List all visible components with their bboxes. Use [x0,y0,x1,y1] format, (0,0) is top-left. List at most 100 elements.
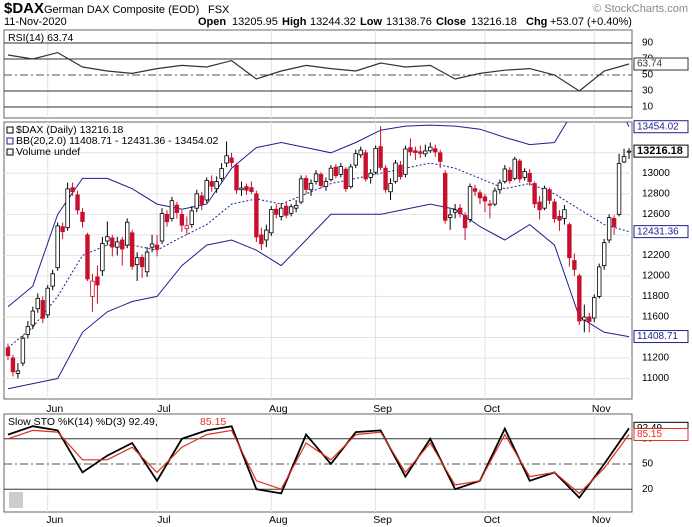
candle-body [403,148,408,175]
y-tick-label: 20 [642,484,654,495]
candle-body [472,188,478,192]
rsi-frame [3,29,633,119]
candle-body [338,166,344,175]
candle-body [567,224,572,259]
candle-body [55,225,60,269]
legend-value: 85.15 [200,416,226,428]
legend-icon [6,148,14,156]
candle-body [313,173,319,182]
candle-body [154,244,160,250]
candle-body [264,229,269,241]
candle-body [542,187,547,209]
candle-body [169,200,175,219]
value-tag: 12431.36 [637,226,679,237]
indicator-line [7,203,630,390]
legend: BB(20,2.0) 11408.71 - 12431.36 - 13454.0… [16,135,219,147]
candle-body [105,236,110,242]
candle-body [348,166,353,188]
candle-body [467,186,473,220]
candle-body [582,316,587,321]
indicator-line [7,51,630,92]
candle-body [522,171,527,178]
candle-body [25,326,31,335]
y-tick-label: 90 [642,38,654,49]
price-frame [3,121,633,400]
candle-body [288,206,294,214]
candle-body [254,193,259,238]
candle-body [293,205,299,209]
x-tick-label: Nov [592,514,611,526]
candle-body [30,310,36,326]
x-tick-label: Jun [46,403,63,415]
stoch-frame [3,413,633,513]
x-tick-label: Sep [373,403,392,415]
candle-body [433,148,438,153]
y-tick-label: 10 [642,102,654,113]
candle-body [477,192,483,199]
candle-body [75,194,80,211]
candle-body [15,370,21,374]
candle-body [239,187,244,191]
header-line: $DAX [4,0,44,17]
candle-body [134,257,140,266]
candle-body [318,173,324,186]
panel-icon[interactable] [9,492,23,508]
candle-body [120,239,125,250]
value-tag: 85.15 [637,429,662,440]
candle-body [457,207,463,215]
candle-body [115,241,120,248]
legend: Slow STO %K(14) %D(3) 92.49, [8,416,158,428]
candle-body [368,172,373,178]
candle-body [279,207,284,217]
candle-body [398,164,403,177]
candle-body [269,209,274,234]
y-tick-label: 13000 [642,168,670,179]
value-tag: 13216.18 [637,145,683,157]
indicator-line [7,425,630,499]
candle-body [95,276,100,286]
candle-body [149,243,155,248]
candle-body [274,208,279,215]
candle-body [532,183,537,205]
candle-body [45,287,50,316]
candle-body [547,189,552,201]
candle-body [179,213,185,226]
legend: $DAX (Daily) 13216.18 [16,124,124,136]
candle-body [219,168,224,179]
candle-body [621,156,627,163]
header-close-label: Close [436,16,466,28]
candle-body [323,181,329,188]
candle-body [507,169,512,182]
y-tick-label: 11800 [642,291,670,302]
candle-body [428,146,433,152]
candle-body [204,180,209,201]
candle-body [487,203,493,206]
candle-body [229,157,234,164]
legend: RSI(14) 63.74 [8,32,74,44]
candle-body [438,152,443,162]
candle-body [333,166,339,177]
header-open: 13205.95 [232,16,278,28]
header-low-label: Low [360,16,382,28]
candle-body [562,209,567,219]
value-tag-box [633,57,689,71]
candle-body [388,183,393,193]
header-date: 11-Nov-2020 [4,16,67,28]
candle-body [174,204,180,213]
candle-body [462,214,468,229]
value-tag-box [633,427,689,441]
candle-body [100,243,105,272]
candle-body [442,172,448,221]
value-tag-box [633,120,689,134]
candle-body [393,162,398,182]
candle-body [611,218,617,228]
candle-body [144,251,150,273]
candle-body [20,337,26,364]
candle-body [378,146,383,168]
header-chg: +53.07 (+0.40%) [550,16,632,28]
candle-body [423,150,428,155]
header-open-label: Open [198,16,226,28]
candle-body [249,187,254,192]
y-tick-label: 11200 [642,353,670,364]
